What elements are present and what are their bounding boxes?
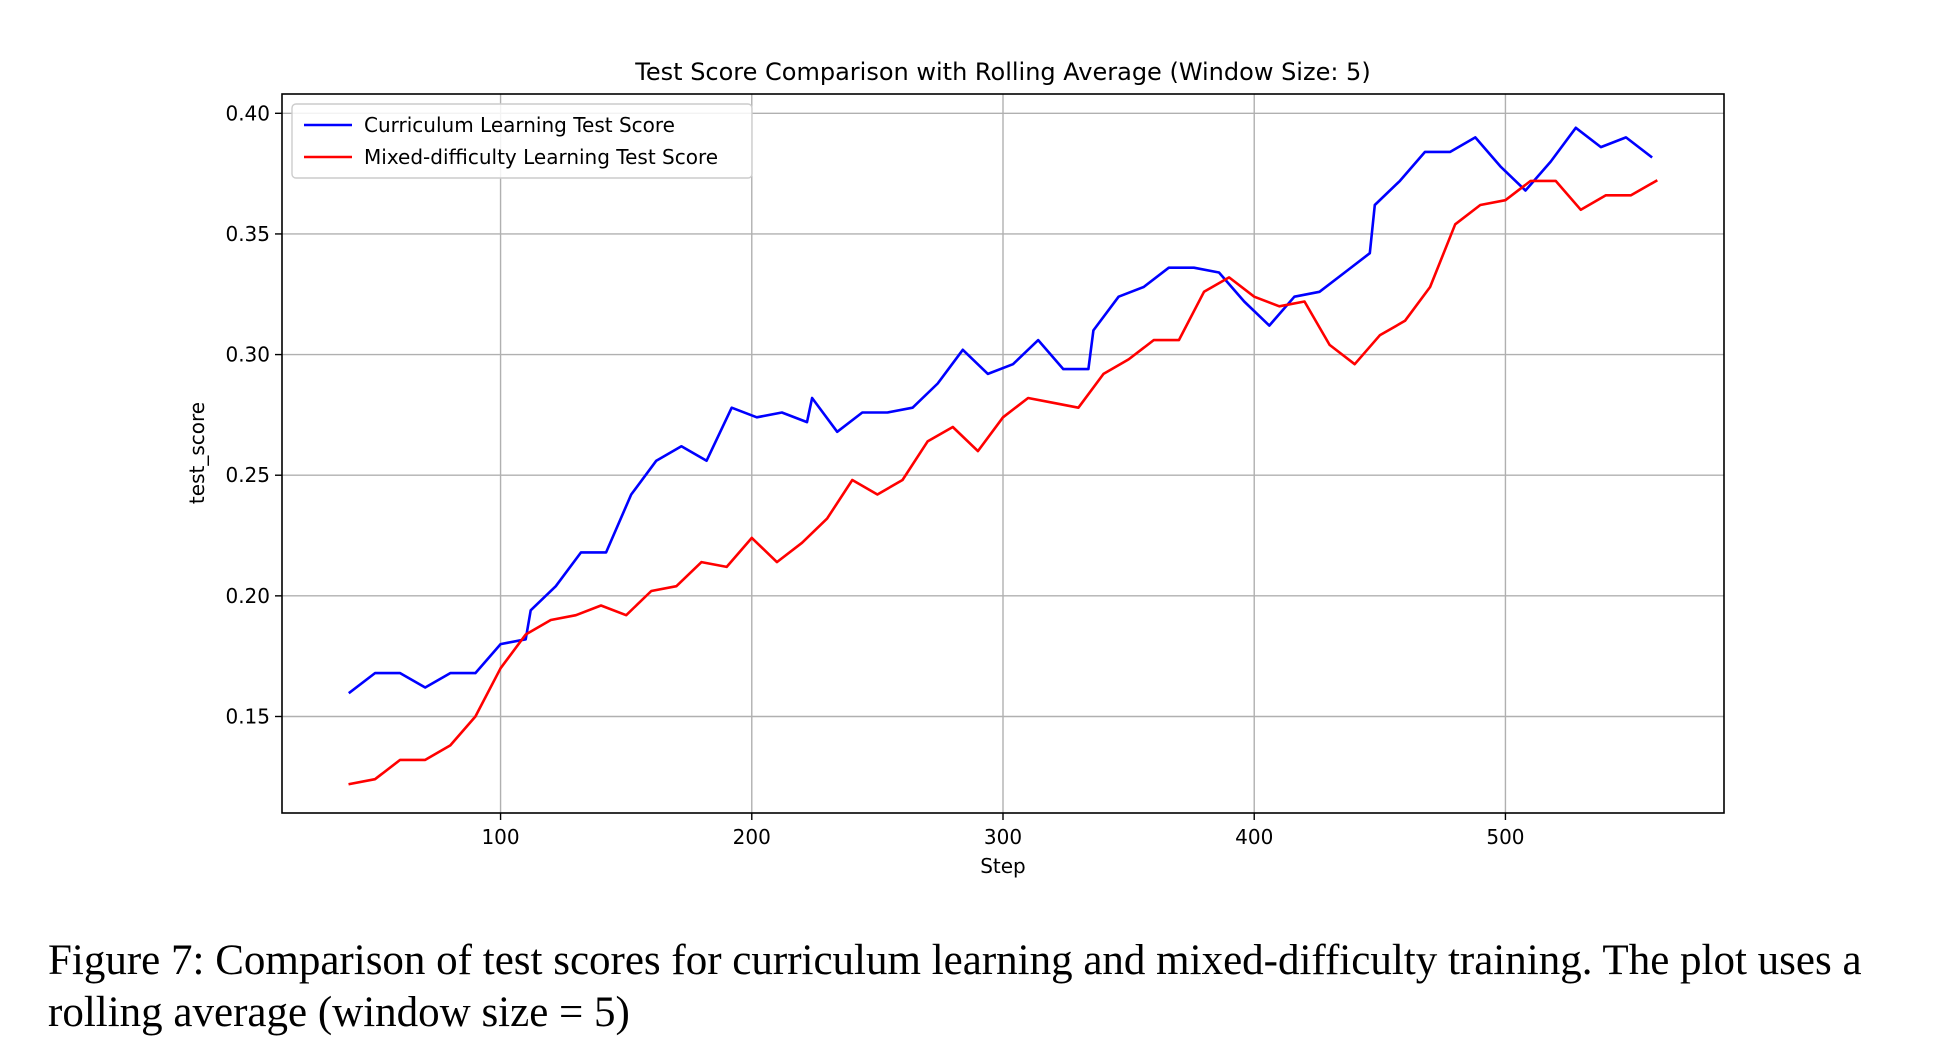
y-tick-label: 0.20 [225, 584, 270, 608]
x-axis-label: Step [980, 854, 1026, 878]
legend-label: Mixed-difficulty Learning Test Score [364, 145, 718, 169]
legend-label: Curriculum Learning Test Score [364, 113, 675, 137]
x-tick-label: 400 [1235, 825, 1273, 849]
line-chart: Test Score Comparison with Rolling Avera… [185, 58, 1725, 878]
figure-caption: Figure 7: Comparison of test scores for … [48, 937, 1862, 1036]
series-lines [347, 126, 1658, 786]
x-tick-label: 200 [733, 825, 771, 849]
y-tick-label: 0.30 [225, 343, 270, 367]
x-tick-label: 300 [984, 825, 1022, 849]
y-tick-label: 0.25 [225, 463, 270, 487]
chart-title: Test Score Comparison with Rolling Avera… [634, 58, 1370, 86]
y-tick-label: 0.15 [225, 704, 270, 728]
axis-ticks: 100 200 300 400 500 0.15 0.20 0.25 0.30 0.35 0.40 [225, 101, 1524, 849]
series-line-1 [347, 126, 1653, 695]
legend-box [291, 103, 753, 179]
y-tick-label: 0.40 [225, 101, 270, 125]
y-axis-label: test_score [185, 402, 209, 504]
series-line-2 [348, 179, 1658, 786]
x-tick-label: 500 [1486, 825, 1524, 849]
y-tick-label: 0.35 [225, 222, 270, 246]
grid [282, 94, 1724, 813]
legend: Curriculum Learning Test Score Mixed-diff… [291, 103, 753, 179]
x-tick-label: 100 [481, 825, 519, 849]
